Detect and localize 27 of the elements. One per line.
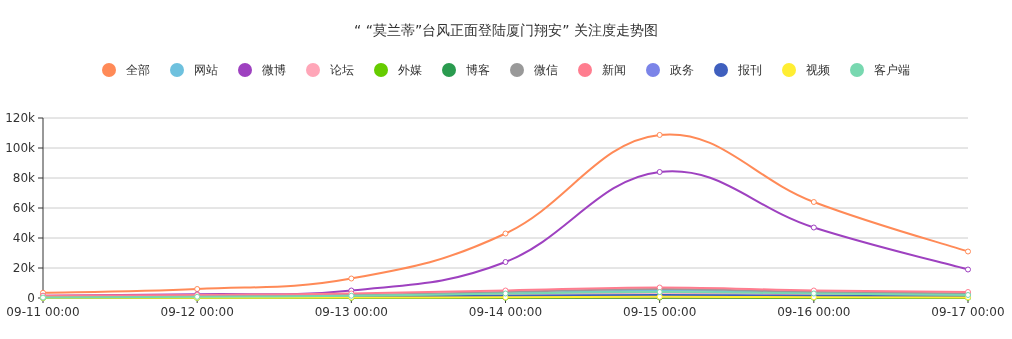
y-tick-label: 20k — [12, 261, 36, 275]
legend-label: 外媒 — [398, 63, 422, 77]
legend-label: 新闻 — [602, 63, 626, 77]
x-tick-label: 09-16 00:00 — [777, 305, 851, 319]
x-tick-label: 09-11 00:00 — [6, 305, 80, 319]
y-tick-label: 80k — [12, 171, 36, 185]
legend-label: 视频 — [806, 63, 830, 77]
legend-label: 微博 — [262, 63, 286, 77]
x-tick-label: 09-17 00:00 — [931, 305, 1005, 319]
legend-label: 客户端 — [874, 63, 910, 77]
legend-label: 论坛 — [330, 63, 354, 77]
y-tick-label: 0 — [27, 291, 35, 305]
y-tick-label: 100k — [5, 141, 36, 155]
legend-label: 报刊 — [737, 63, 762, 77]
y-tick-label: 40k — [12, 231, 36, 245]
x-tick-label: 09-12 00:00 — [160, 305, 234, 319]
y-tick-label: 60k — [12, 201, 36, 215]
legend-label: 政务 — [670, 63, 694, 77]
x-tick-label: 09-13 00:00 — [314, 305, 388, 319]
x-tick-label: 09-15 00:00 — [623, 305, 697, 319]
legend-label: 网站 — [194, 63, 218, 77]
legend-label: 微信 — [534, 63, 558, 77]
x-tick-label: 09-14 00:00 — [468, 305, 543, 319]
title: “ “莫兰蒂”台风正面登陆厦门翔安” 关注度走势图 — [354, 22, 658, 38]
legend-label: 全部 — [126, 63, 150, 77]
legend-label: 博客 — [466, 63, 490, 77]
y-tick-label: 120k — [5, 111, 36, 125]
